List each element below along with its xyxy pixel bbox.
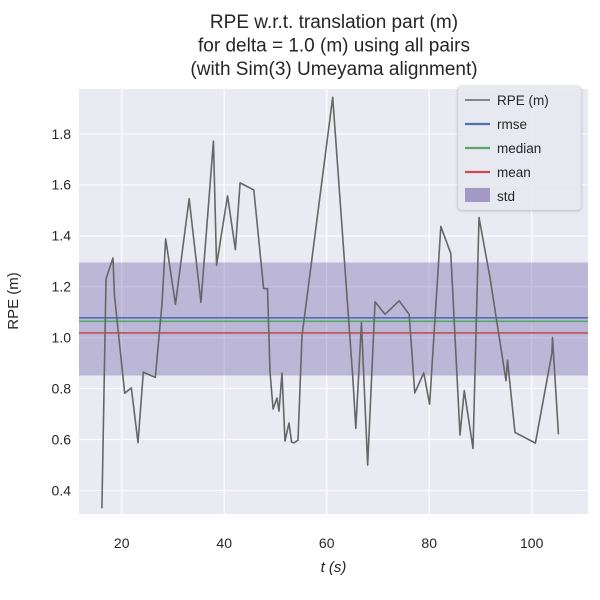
svg-text:0.6: 0.6: [52, 431, 72, 447]
svg-text:1.0: 1.0: [52, 330, 72, 346]
svg-text:median: median: [497, 141, 541, 156]
svg-text:std: std: [497, 189, 515, 204]
svg-text:RPE (m): RPE (m): [5, 272, 22, 330]
svg-text:1.4: 1.4: [52, 228, 72, 244]
svg-text:60: 60: [319, 535, 335, 551]
svg-text:RPE w.r.t. translation part (m: RPE w.r.t. translation part (m): [210, 12, 458, 33]
svg-text:(with Sim(3) Umeyama alignment: (with Sim(3) Umeyama alignment): [190, 59, 477, 80]
svg-text:t (s): t (s): [321, 559, 347, 576]
svg-text:0.8: 0.8: [52, 380, 72, 396]
svg-text:40: 40: [216, 535, 232, 551]
svg-text:1.8: 1.8: [52, 126, 72, 142]
svg-text:mean: mean: [497, 165, 531, 180]
svg-text:0.4: 0.4: [52, 482, 72, 498]
svg-text:80: 80: [421, 535, 437, 551]
svg-text:1.6: 1.6: [52, 177, 72, 193]
svg-text:100: 100: [520, 535, 544, 551]
svg-text:RPE (m): RPE (m): [497, 93, 549, 108]
svg-text:for delta = 1.0 (m) using all: for delta = 1.0 (m) using all pairs: [198, 36, 470, 57]
svg-text:rmse: rmse: [497, 117, 527, 132]
svg-text:1.2: 1.2: [52, 279, 72, 295]
svg-text:20: 20: [114, 535, 130, 551]
